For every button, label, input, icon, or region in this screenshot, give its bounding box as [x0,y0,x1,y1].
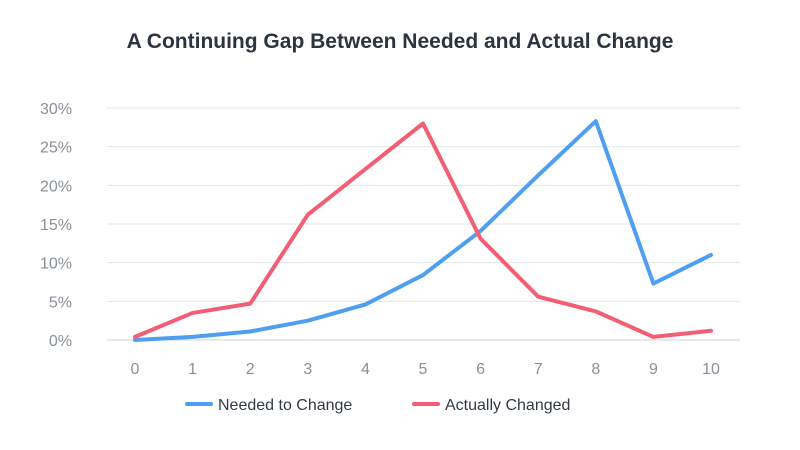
x-tick-label: 3 [303,361,312,378]
y-tick-label: 0% [49,333,72,350]
y-tick-label: 30% [40,101,72,118]
y-tick-label: 5% [49,294,72,311]
y-tick-label: 20% [40,178,72,195]
chart-title: A Continuing Gap Between Needed and Actu… [126,30,674,53]
x-tick-label: 0 [131,361,140,378]
x-tick-label: 9 [649,361,658,378]
x-tick-label: 7 [534,361,543,378]
x-axis: 0 1 2 3 4 5 6 7 8 9 10 [131,361,720,378]
x-tick-label: 8 [591,361,600,378]
legend-label: Needed to Change [218,397,352,414]
legend-label: Actually Changed [445,397,570,414]
x-tick-label: 6 [476,361,485,378]
y-tick-label: 25% [40,140,72,157]
series-line-0 [133,119,713,342]
y-tick-label: 10% [40,256,72,273]
x-tick-label: 4 [361,361,370,378]
x-tick-label: 10 [702,361,720,378]
y-tick-label: 15% [40,217,72,234]
legend: Needed to Change Actually Changed [185,397,570,414]
series-line-1 [133,121,713,339]
series-lines [133,119,713,342]
gridlines [107,107,740,341]
x-tick-label: 2 [246,361,255,378]
y-axis: 0% 5% 10% 15% 20% 25% 30% [40,101,72,350]
x-tick-label: 5 [419,361,428,378]
x-tick-label: 1 [188,361,197,378]
